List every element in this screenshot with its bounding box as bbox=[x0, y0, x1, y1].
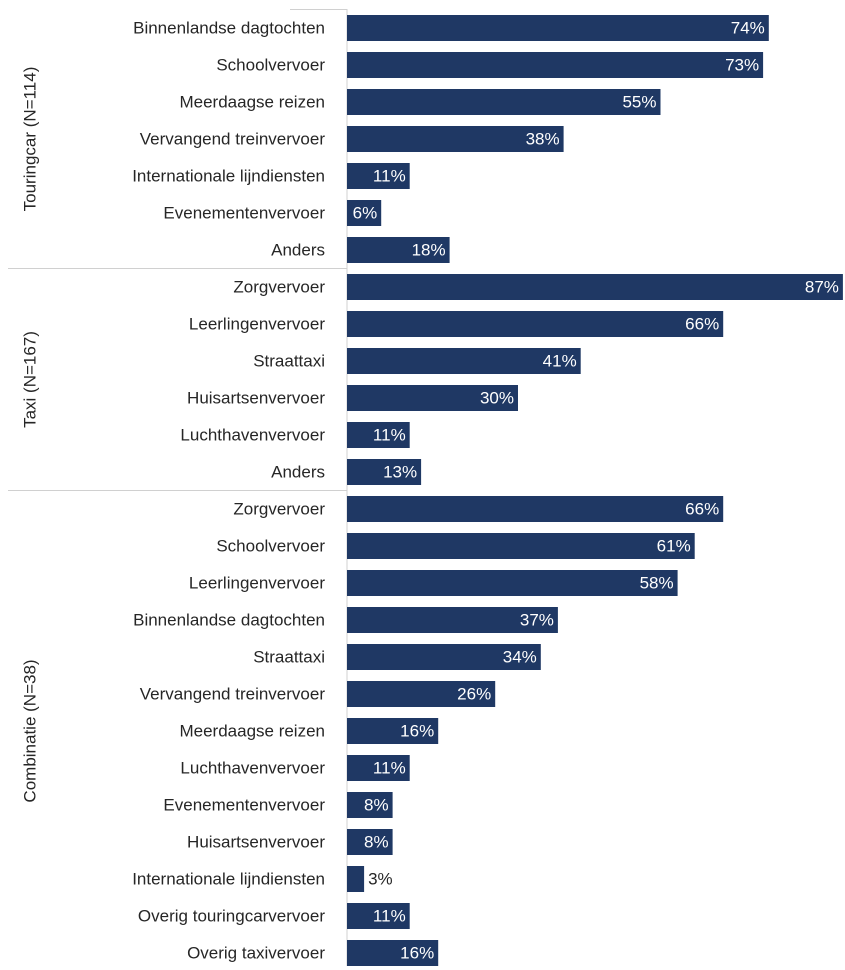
bar bbox=[347, 570, 678, 596]
category-label: Leerlingenvervoer bbox=[189, 315, 325, 334]
bar bbox=[347, 866, 365, 892]
category-label: Meerdaagse reizen bbox=[179, 722, 325, 741]
category-label: Huisartsenvervoer bbox=[187, 389, 325, 408]
value-label: 30% bbox=[480, 389, 514, 408]
category-label: Binnenlandse dagtochten bbox=[133, 19, 325, 38]
bar bbox=[347, 755, 410, 781]
value-label: 11% bbox=[373, 759, 406, 778]
value-label: 66% bbox=[685, 315, 719, 334]
category-label: Vervangend treinvervoer bbox=[140, 685, 326, 704]
bar bbox=[347, 237, 450, 263]
group-label: Taxi (N=167) bbox=[21, 331, 40, 428]
category-label: Luchthavenvervoer bbox=[180, 759, 325, 778]
value-label: 38% bbox=[526, 130, 560, 149]
value-label: 37% bbox=[520, 611, 554, 630]
bar bbox=[347, 274, 843, 300]
category-label: Overig taxivervoer bbox=[187, 944, 325, 963]
bar bbox=[347, 792, 393, 818]
value-label: 61% bbox=[657, 537, 691, 556]
category-label: Huisartsenvervoer bbox=[187, 833, 325, 852]
value-label: 74% bbox=[731, 19, 765, 38]
value-label: 73% bbox=[725, 56, 759, 75]
bar bbox=[347, 644, 541, 670]
category-label: Leerlingenvervoer bbox=[189, 574, 325, 593]
bar bbox=[347, 533, 695, 559]
value-label: 87% bbox=[805, 278, 839, 297]
category-label: Luchthavenvervoer bbox=[180, 426, 325, 445]
value-label: 11% bbox=[373, 907, 406, 926]
value-label: 41% bbox=[543, 352, 577, 371]
value-label: 8% bbox=[364, 833, 389, 852]
value-label: 11% bbox=[373, 167, 406, 186]
value-label: 55% bbox=[622, 93, 656, 112]
bar bbox=[347, 311, 724, 337]
category-label: Anders bbox=[271, 463, 325, 482]
value-label: 6% bbox=[353, 204, 378, 223]
bar bbox=[347, 422, 410, 448]
category-label: Straattaxi bbox=[253, 648, 325, 667]
category-label: Overig touringcarvervoer bbox=[138, 907, 325, 926]
category-label: Zorgvervoer bbox=[233, 500, 325, 519]
value-label: 13% bbox=[383, 463, 417, 482]
group-label: Touringcar (N=114) bbox=[21, 67, 40, 212]
category-label: Schoolvervoer bbox=[216, 56, 325, 75]
bar bbox=[347, 89, 661, 115]
category-label: Vervangend treinvervoer bbox=[140, 130, 326, 149]
bar bbox=[347, 126, 564, 152]
bar bbox=[347, 52, 764, 78]
category-label: Anders bbox=[271, 241, 325, 260]
bar bbox=[347, 940, 439, 966]
category-label: Evenementenvervoer bbox=[163, 204, 325, 223]
value-label: 58% bbox=[640, 574, 674, 593]
category-label: Schoolvervoer bbox=[216, 537, 325, 556]
value-label: 16% bbox=[400, 944, 434, 963]
value-label: 66% bbox=[685, 500, 719, 519]
category-label: Evenementenvervoer bbox=[163, 796, 325, 815]
bar bbox=[347, 903, 410, 929]
value-label: 34% bbox=[503, 648, 537, 667]
bar bbox=[347, 385, 518, 411]
bar bbox=[347, 459, 422, 485]
bar bbox=[347, 718, 439, 744]
category-label: Internationale lijndiensten bbox=[132, 870, 325, 889]
bar bbox=[347, 829, 393, 855]
category-label: Zorgvervoer bbox=[233, 278, 325, 297]
value-label: 3% bbox=[368, 870, 393, 889]
category-label: Meerdaagse reizen bbox=[179, 93, 325, 112]
category-label: Internationale lijndiensten bbox=[132, 167, 325, 186]
bar bbox=[347, 607, 558, 633]
value-label: 16% bbox=[400, 722, 434, 741]
bar bbox=[347, 681, 496, 707]
bar bbox=[347, 163, 410, 189]
bar bbox=[347, 200, 382, 226]
category-label: Straattaxi bbox=[253, 352, 325, 371]
value-label: 26% bbox=[457, 685, 491, 704]
value-label: 18% bbox=[412, 241, 446, 260]
category-label: Binnenlandse dagtochten bbox=[133, 611, 325, 630]
bar bbox=[347, 348, 581, 374]
value-label: 11% bbox=[373, 426, 406, 445]
bar bbox=[347, 496, 724, 522]
group-label: Combinatie (N=38) bbox=[21, 659, 40, 802]
bar bbox=[347, 15, 769, 41]
value-label: 8% bbox=[364, 796, 389, 815]
